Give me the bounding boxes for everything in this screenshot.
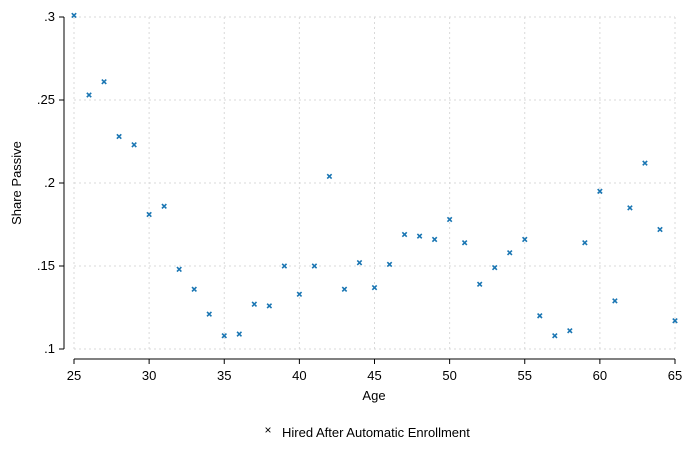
data-point bbox=[612, 298, 618, 304]
data-point bbox=[642, 160, 648, 166]
x-tick-label: 40 bbox=[292, 368, 306, 383]
x-tick-label: 50 bbox=[442, 368, 456, 383]
data-point bbox=[191, 286, 197, 293]
data-point bbox=[521, 236, 528, 243]
y-tick-label: .25 bbox=[37, 92, 55, 107]
data-point bbox=[431, 236, 438, 243]
data-point bbox=[657, 226, 663, 233]
data-point bbox=[116, 133, 122, 140]
x-tick-label: 25 bbox=[67, 368, 81, 383]
y-tick-label: .15 bbox=[37, 258, 55, 273]
y-tick-label: .2 bbox=[44, 175, 55, 190]
data-point bbox=[672, 318, 678, 324]
data-point bbox=[567, 327, 573, 334]
data-point bbox=[356, 259, 363, 266]
data-point bbox=[386, 261, 393, 268]
data-point bbox=[326, 173, 333, 180]
data-point bbox=[251, 301, 258, 307]
x-tick-label: 45 bbox=[367, 368, 381, 383]
grid bbox=[73, 16, 676, 350]
data-point bbox=[552, 332, 558, 339]
legend-marker: × bbox=[264, 423, 271, 437]
data-point bbox=[86, 92, 92, 98]
y-axis-label: Share Passive bbox=[9, 141, 24, 225]
data-point bbox=[266, 303, 273, 309]
data-point bbox=[401, 231, 408, 238]
x-tick-label: 65 bbox=[668, 368, 682, 383]
data-point bbox=[161, 203, 167, 210]
data-point bbox=[537, 313, 543, 319]
data-point bbox=[491, 264, 498, 271]
x-tick-label: 55 bbox=[518, 368, 532, 383]
y-tick-label: .3 bbox=[44, 9, 55, 24]
legend-label: Hired After Automatic Enrollment bbox=[282, 425, 470, 440]
data-point bbox=[131, 142, 137, 148]
axes: 25 30 35 40 45 50 55 60 65 .1 .15 .2 .25 .3 bbox=[37, 9, 682, 383]
data-point bbox=[461, 239, 468, 246]
data-point bbox=[476, 281, 483, 288]
x-tick-label: 35 bbox=[217, 368, 231, 383]
data-point bbox=[582, 239, 588, 246]
data-point bbox=[281, 263, 288, 269]
data-point bbox=[416, 233, 423, 239]
data-point bbox=[371, 284, 378, 291]
data-point bbox=[296, 291, 303, 297]
x-axis-label: Age bbox=[362, 388, 385, 403]
x-tick-label: 60 bbox=[593, 368, 607, 383]
data-point bbox=[206, 311, 212, 317]
data-point bbox=[146, 211, 152, 218]
data-point bbox=[341, 286, 348, 293]
data-point bbox=[627, 205, 633, 211]
data-point bbox=[71, 12, 77, 19]
x-tick-label: 30 bbox=[142, 368, 156, 383]
data-point bbox=[236, 331, 243, 337]
data-point bbox=[446, 216, 453, 223]
data-points bbox=[71, 12, 678, 339]
y-tick-label: .1 bbox=[44, 341, 55, 356]
data-point bbox=[506, 249, 513, 256]
data-point bbox=[101, 78, 107, 85]
data-point bbox=[221, 332, 228, 339]
legend: × Hired After Automatic Enrollment bbox=[264, 423, 470, 440]
data-point bbox=[311, 263, 318, 269]
data-point bbox=[597, 188, 603, 195]
data-point bbox=[176, 266, 182, 273]
